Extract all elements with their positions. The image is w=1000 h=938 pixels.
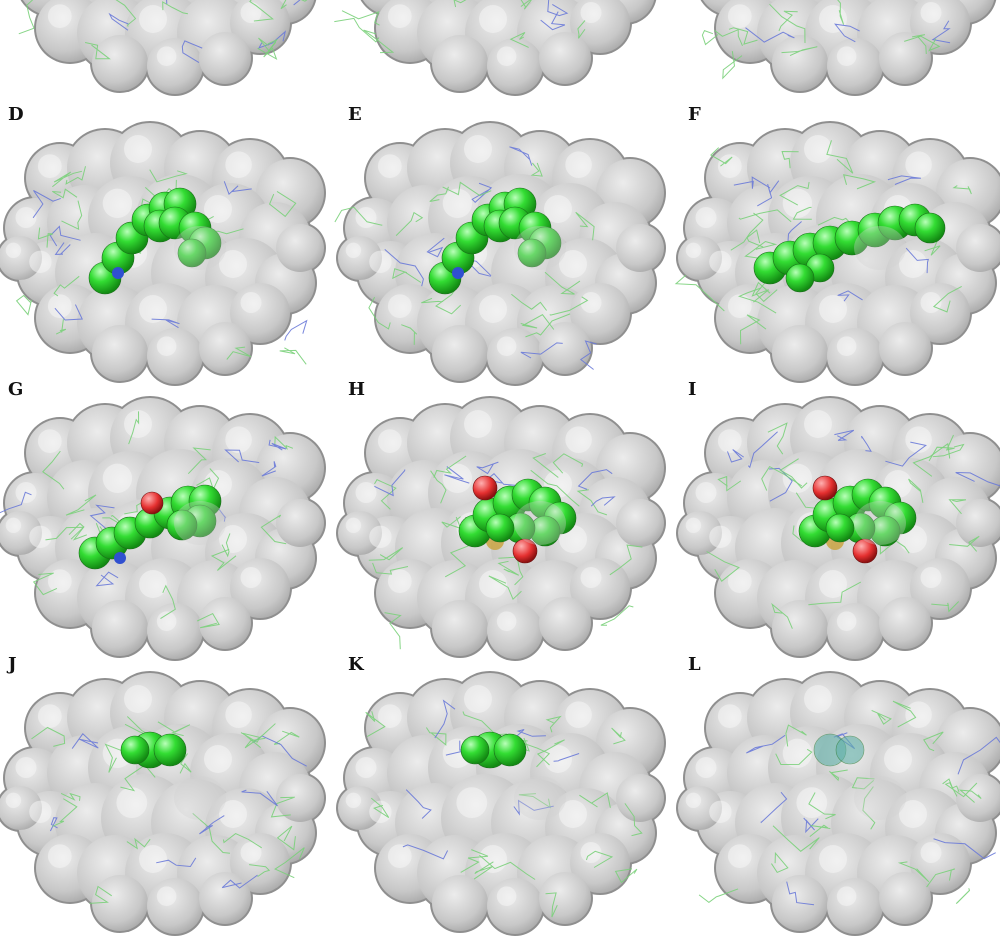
protein-surface bbox=[360, 0, 657, 96]
molecule-render bbox=[336, 671, 666, 936]
panel-label: J bbox=[8, 654, 17, 675]
ligand-spheres bbox=[78, 484, 226, 570]
ligand-spheres bbox=[428, 187, 566, 295]
protein-surface bbox=[0, 121, 326, 386]
molecule-render bbox=[18, 0, 317, 96]
panel-l: L bbox=[676, 650, 1000, 936]
molecule-render bbox=[336, 396, 666, 661]
panel-j: J bbox=[0, 650, 340, 936]
molecule-render bbox=[334, 0, 657, 96]
ligand-spheres bbox=[753, 203, 946, 293]
molecule-render bbox=[700, 0, 997, 96]
panel-label: L bbox=[688, 654, 701, 675]
panel-h: H bbox=[336, 375, 680, 661]
ligand-spheres bbox=[798, 475, 917, 564]
panel-i: I bbox=[676, 375, 1000, 661]
ligand-spheres bbox=[458, 475, 577, 564]
panel-d: D bbox=[0, 100, 340, 386]
panel-k: K bbox=[336, 650, 680, 936]
panel-label: D bbox=[8, 104, 24, 125]
molecule-render bbox=[676, 671, 1000, 936]
molecule-render bbox=[0, 396, 326, 661]
molecule-render bbox=[334, 121, 666, 386]
stick-model bbox=[334, 0, 586, 54]
molecule-render bbox=[0, 671, 326, 936]
protein-surface bbox=[676, 396, 1000, 661]
panel-top-3 bbox=[680, 0, 1000, 96]
panel-label: E bbox=[348, 104, 362, 125]
panel-label: H bbox=[348, 379, 366, 400]
protein-surface bbox=[336, 121, 666, 386]
stick-model bbox=[706, 422, 1000, 629]
molecule-render bbox=[676, 396, 1000, 661]
ligand-spheres bbox=[88, 187, 226, 295]
protein-surface bbox=[700, 0, 997, 96]
molecule-render bbox=[0, 121, 326, 386]
panel-e: E bbox=[334, 100, 680, 386]
panel-label: G bbox=[8, 379, 24, 400]
panel-f: F bbox=[674, 100, 1000, 386]
molecule-render bbox=[674, 121, 1000, 386]
stick-model bbox=[18, 0, 308, 64]
protein-surface bbox=[336, 671, 666, 936]
panel-label: I bbox=[688, 379, 697, 400]
panel-label: F bbox=[688, 104, 701, 125]
protein-surface bbox=[20, 0, 317, 96]
protein-surface bbox=[676, 671, 1000, 936]
panel-g: G bbox=[0, 375, 340, 661]
panel-top-2 bbox=[334, 0, 680, 96]
panel-label: K bbox=[348, 654, 364, 675]
panel-top-1 bbox=[0, 0, 340, 96]
stick-model bbox=[701, 0, 951, 80]
